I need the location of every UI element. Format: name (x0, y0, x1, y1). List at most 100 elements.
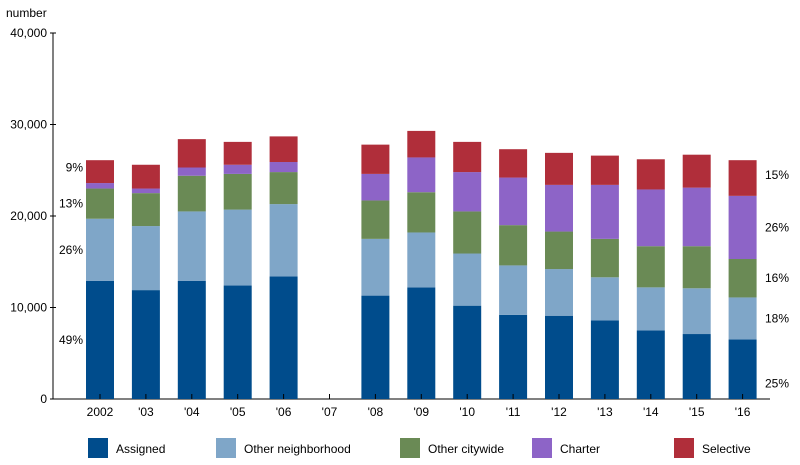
bar-segment-other-citywide (223, 173, 252, 210)
bar-segment-selective (636, 159, 665, 190)
bar-segment-charter (86, 183, 114, 189)
bar-segment-charter (545, 184, 573, 232)
legend-swatch-other-citywide (400, 438, 420, 458)
bar-segment-other-neighborhood (223, 209, 252, 286)
bar-segment-assigned (407, 287, 436, 399)
bar-segment-selective (223, 141, 252, 165)
legend-swatch-assigned (88, 438, 108, 458)
x-tick-label: '06 (276, 405, 292, 419)
bar-segment-other-neighborhood (269, 204, 298, 277)
right-share-label: 26% (765, 220, 789, 234)
x-tick-label: '08 (368, 405, 384, 419)
bar-segment-other-neighborhood (728, 297, 757, 340)
bar-segment-charter (223, 164, 252, 174)
left-share-label: 49% (59, 333, 83, 347)
bar-segment-charter (682, 187, 711, 247)
bar-segment-charter (728, 195, 757, 260)
bar-segment-assigned (453, 305, 482, 399)
right-share-label: 16% (765, 271, 789, 285)
bar-segment-assigned (361, 295, 390, 399)
bar-segment-other-citywide (682, 246, 711, 289)
legend-label-charter: Charter (560, 442, 600, 456)
share-annotations: 9% 13% 26% 49% 15% 26% 16% 18% 25% (59, 161, 789, 391)
bar-segment-other-citywide (269, 172, 298, 205)
y-axis-label: number (6, 6, 47, 20)
legend-swatch-other-neighborhood (216, 438, 236, 458)
y-tick-label: 30,000 (10, 118, 47, 132)
bar-segment-other-citywide (453, 211, 482, 254)
x-tick-label: '14 (643, 405, 659, 419)
bar-segment-other-neighborhood (407, 232, 436, 288)
y-tick-label: 40,000 (10, 26, 47, 40)
right-share-label: 15% (765, 168, 789, 182)
legend-label-other-citywide: Other citywide (428, 442, 504, 456)
bar-segment-assigned (223, 285, 252, 399)
bar-segment-selective (682, 154, 711, 188)
bar-segment-assigned (728, 339, 757, 399)
bar-segment-selective (499, 149, 528, 178)
bar-segment-charter (131, 188, 160, 194)
left-share-label: 13% (59, 197, 83, 211)
x-tick-label: '16 (735, 405, 751, 419)
bar-segment-other-citywide (131, 193, 160, 227)
bar-segment-other-neighborhood (361, 238, 390, 296)
right-share-label: 18% (765, 311, 789, 325)
bar-segment-other-citywide (86, 188, 114, 219)
y-tick-label: 0 (40, 392, 47, 406)
bar-segment-other-neighborhood (177, 211, 206, 281)
bar-segment-assigned (177, 280, 206, 399)
x-tick-label: '13 (597, 405, 613, 419)
legend-swatch-selective (674, 438, 694, 458)
legend-label-selective: Selective (702, 442, 751, 456)
bar-segment-selective (545, 152, 573, 185)
legend-swatch-charter (532, 438, 552, 458)
bar-segment-charter (636, 189, 665, 247)
bar-segment-other-citywide (361, 200, 390, 239)
bar-segment-charter (453, 172, 482, 212)
bar-segment-other-neighborhood (86, 218, 114, 281)
x-ticks: 2002 '03 '04 '05 '06 '07 '08 '09 '10 '11 '12 '13 '14… (87, 394, 751, 419)
bar-segment-selective (177, 139, 206, 168)
y-tick-label: 20,000 (10, 209, 47, 223)
bar-segment-other-citywide (407, 192, 436, 233)
bar-segment-assigned (269, 276, 298, 399)
bar-segment-charter (590, 184, 619, 239)
left-share-label: 9% (66, 161, 84, 175)
bar-segment-other-neighborhood (131, 226, 160, 291)
x-tick-label: '04 (184, 405, 200, 419)
x-tick-label: '15 (689, 405, 705, 419)
bar-segment-charter (177, 167, 206, 176)
bar-segment-other-citywide (590, 238, 619, 278)
bar-segment-other-neighborhood (545, 269, 573, 316)
bar-segment-other-citywide (499, 225, 528, 266)
bar-segment-selective (361, 144, 390, 174)
bar-segment-other-neighborhood (453, 253, 482, 306)
bars (86, 130, 757, 399)
y-ticks: 0 10,000 20,000 30,000 40,000 (10, 26, 56, 406)
bar-segment-selective (407, 130, 436, 158)
x-tick-label: '10 (459, 405, 475, 419)
legend: Assigned Other neighborhood Other citywide… (88, 438, 751, 458)
bar-segment-other-neighborhood (682, 288, 711, 335)
bar-segment-assigned (86, 280, 114, 399)
x-tick-label: '12 (551, 405, 567, 419)
legend-label-assigned: Assigned (116, 442, 165, 456)
bar-segment-selective (131, 164, 160, 189)
bar-segment-selective (590, 155, 619, 185)
bar-segment-other-neighborhood (590, 277, 619, 321)
x-tick-label: 2002 (87, 405, 114, 419)
bar-segment-charter (361, 173, 390, 201)
bar-segment-selective (86, 160, 114, 184)
bar-segment-other-citywide (728, 259, 757, 298)
bar-segment-selective (453, 141, 482, 173)
bar-segment-other-neighborhood (636, 287, 665, 331)
bar-segment-assigned (590, 320, 619, 399)
bar-segment-charter (269, 162, 298, 173)
bar-segment-assigned (636, 330, 665, 399)
bar-segment-assigned (499, 314, 528, 399)
x-tick-label: '05 (230, 405, 246, 419)
x-tick-label: '09 (413, 405, 429, 419)
bar-segment-charter (407, 157, 436, 193)
bar-segment-charter (499, 177, 528, 226)
